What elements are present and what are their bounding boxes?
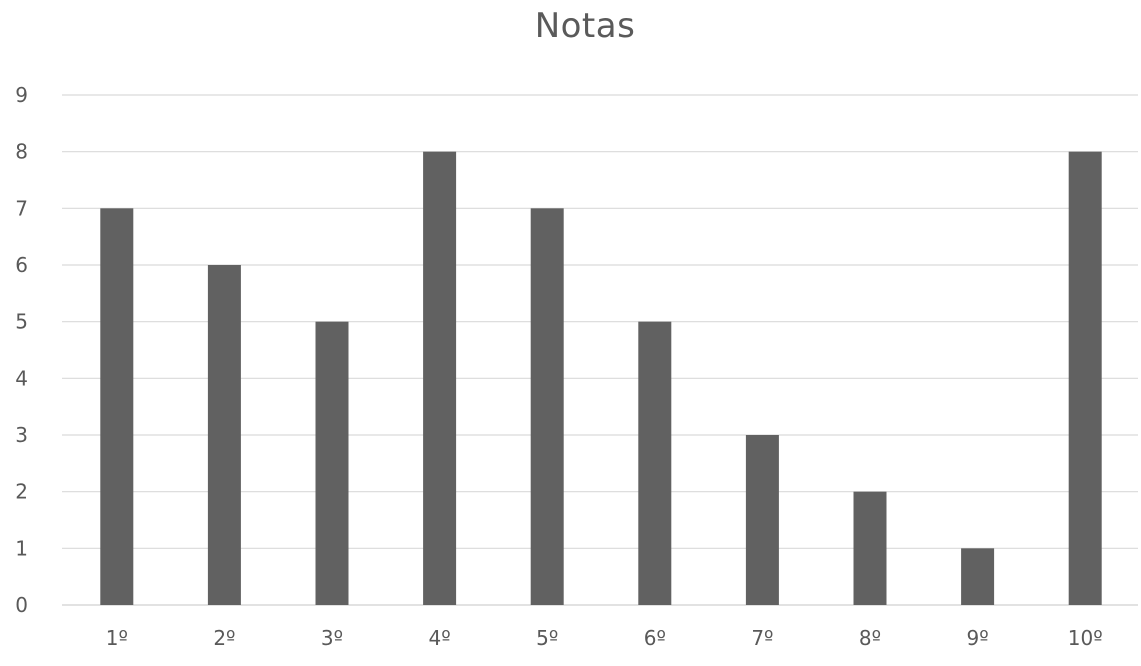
x-tick-label: 1º: [106, 626, 128, 650]
bar: [207, 265, 241, 605]
y-tick-label: 4: [15, 366, 28, 390]
bars: [100, 151, 1102, 606]
x-tick-label: 4º: [429, 626, 451, 650]
bar: [423, 151, 457, 605]
y-tick-label: 0: [15, 593, 28, 617]
x-tick-label: 7º: [751, 626, 773, 650]
bar: [745, 435, 779, 605]
y-axis-ticks: 0 1 2 3 4 5 6 7 8 9: [15, 83, 28, 617]
y-tick-label: 3: [15, 423, 28, 447]
y-tick-label: 6: [15, 253, 28, 277]
x-tick-label: 6º: [644, 626, 666, 650]
x-tick-label: 5º: [536, 626, 558, 650]
x-tick-label: 8º: [859, 626, 881, 650]
bar: [530, 208, 564, 606]
y-tick-label: 1: [15, 536, 28, 560]
gridlines: [62, 94, 1138, 606]
y-tick-label: 7: [15, 196, 28, 220]
y-tick-label: 9: [15, 83, 28, 107]
x-tick-label: 9º: [967, 626, 989, 650]
x-tick-label: 2º: [213, 626, 235, 650]
y-tick-label: 5: [15, 310, 28, 334]
bar: [100, 208, 134, 606]
bar: [315, 321, 349, 605]
x-axis-ticks: 1º 2º 3º 4º 5º 6º 7º 8º 9º 10º: [106, 626, 1103, 650]
bar: [638, 321, 672, 605]
x-tick-label: 3º: [321, 626, 343, 650]
x-tick-label: 10º: [1068, 626, 1103, 650]
bar: [961, 548, 995, 605]
y-tick-label: 8: [15, 140, 28, 164]
chart-title: Notas: [534, 6, 636, 46]
bar: [853, 491, 887, 605]
bar: [1068, 151, 1102, 605]
y-tick-label: 2: [15, 480, 28, 504]
